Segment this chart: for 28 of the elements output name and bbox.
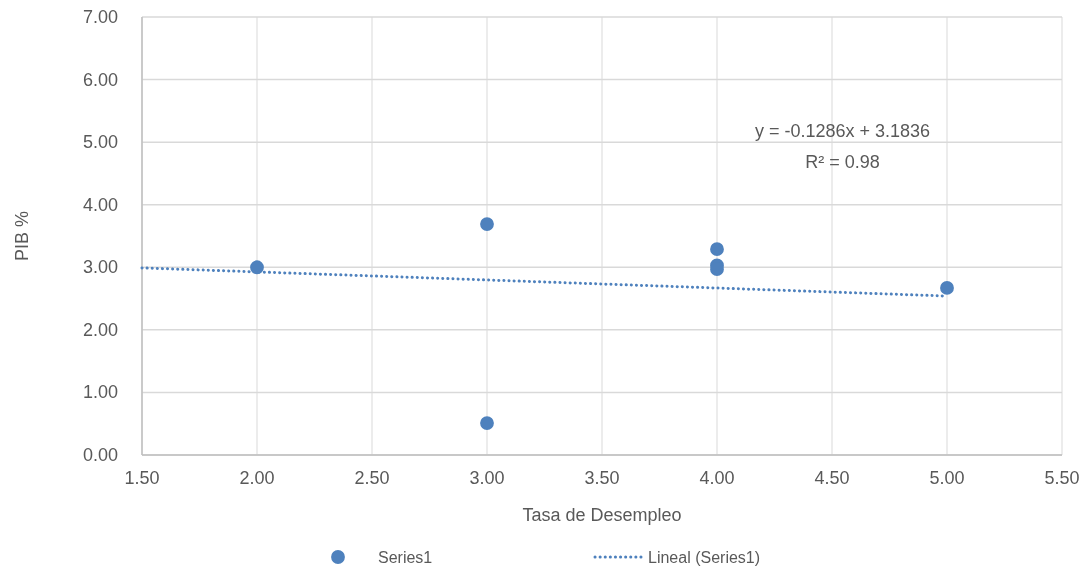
point <box>480 416 494 430</box>
x-tick-label: 2.00 <box>239 468 275 488</box>
legend-label: Lineal (Series1) <box>648 549 761 566</box>
point <box>940 281 954 295</box>
point <box>710 242 724 257</box>
x-tick-label: 4.50 <box>814 468 850 488</box>
x-tick-label: 2.50 <box>354 468 390 488</box>
y-tick-label: 7.00 <box>82 7 118 27</box>
x-tick-label: 4.00 <box>699 468 735 488</box>
point <box>480 217 494 232</box>
legend-label: Series1 <box>378 549 433 566</box>
y-tick-label: 0.00 <box>82 445 118 465</box>
y-axis-title: PIB % <box>12 210 32 262</box>
annotation: y = -0.1286x + 3.1836 <box>755 121 931 141</box>
point <box>250 260 264 275</box>
x-tick-label: 3.00 <box>469 468 505 488</box>
x-tick-label: 5.00 <box>929 468 965 488</box>
x-axis-title: Tasa de Desempleo <box>522 505 682 525</box>
y-tick-label: 5.00 <box>82 132 118 153</box>
y-tick-label: 3.00 <box>82 257 118 278</box>
annotation: R² = 0.98 <box>805 152 880 172</box>
x-tick-label: 1.50 <box>124 468 160 488</box>
y-tick-label: 2.00 <box>82 319 118 340</box>
y-tick-label: 4.00 <box>82 194 118 215</box>
y-tick-label: 6.00 <box>82 69 118 90</box>
x-tick-label: 5.50 <box>1044 468 1080 488</box>
x-tick-label: 3.50 <box>584 468 620 488</box>
y-tick-label: 1.00 <box>82 382 118 403</box>
